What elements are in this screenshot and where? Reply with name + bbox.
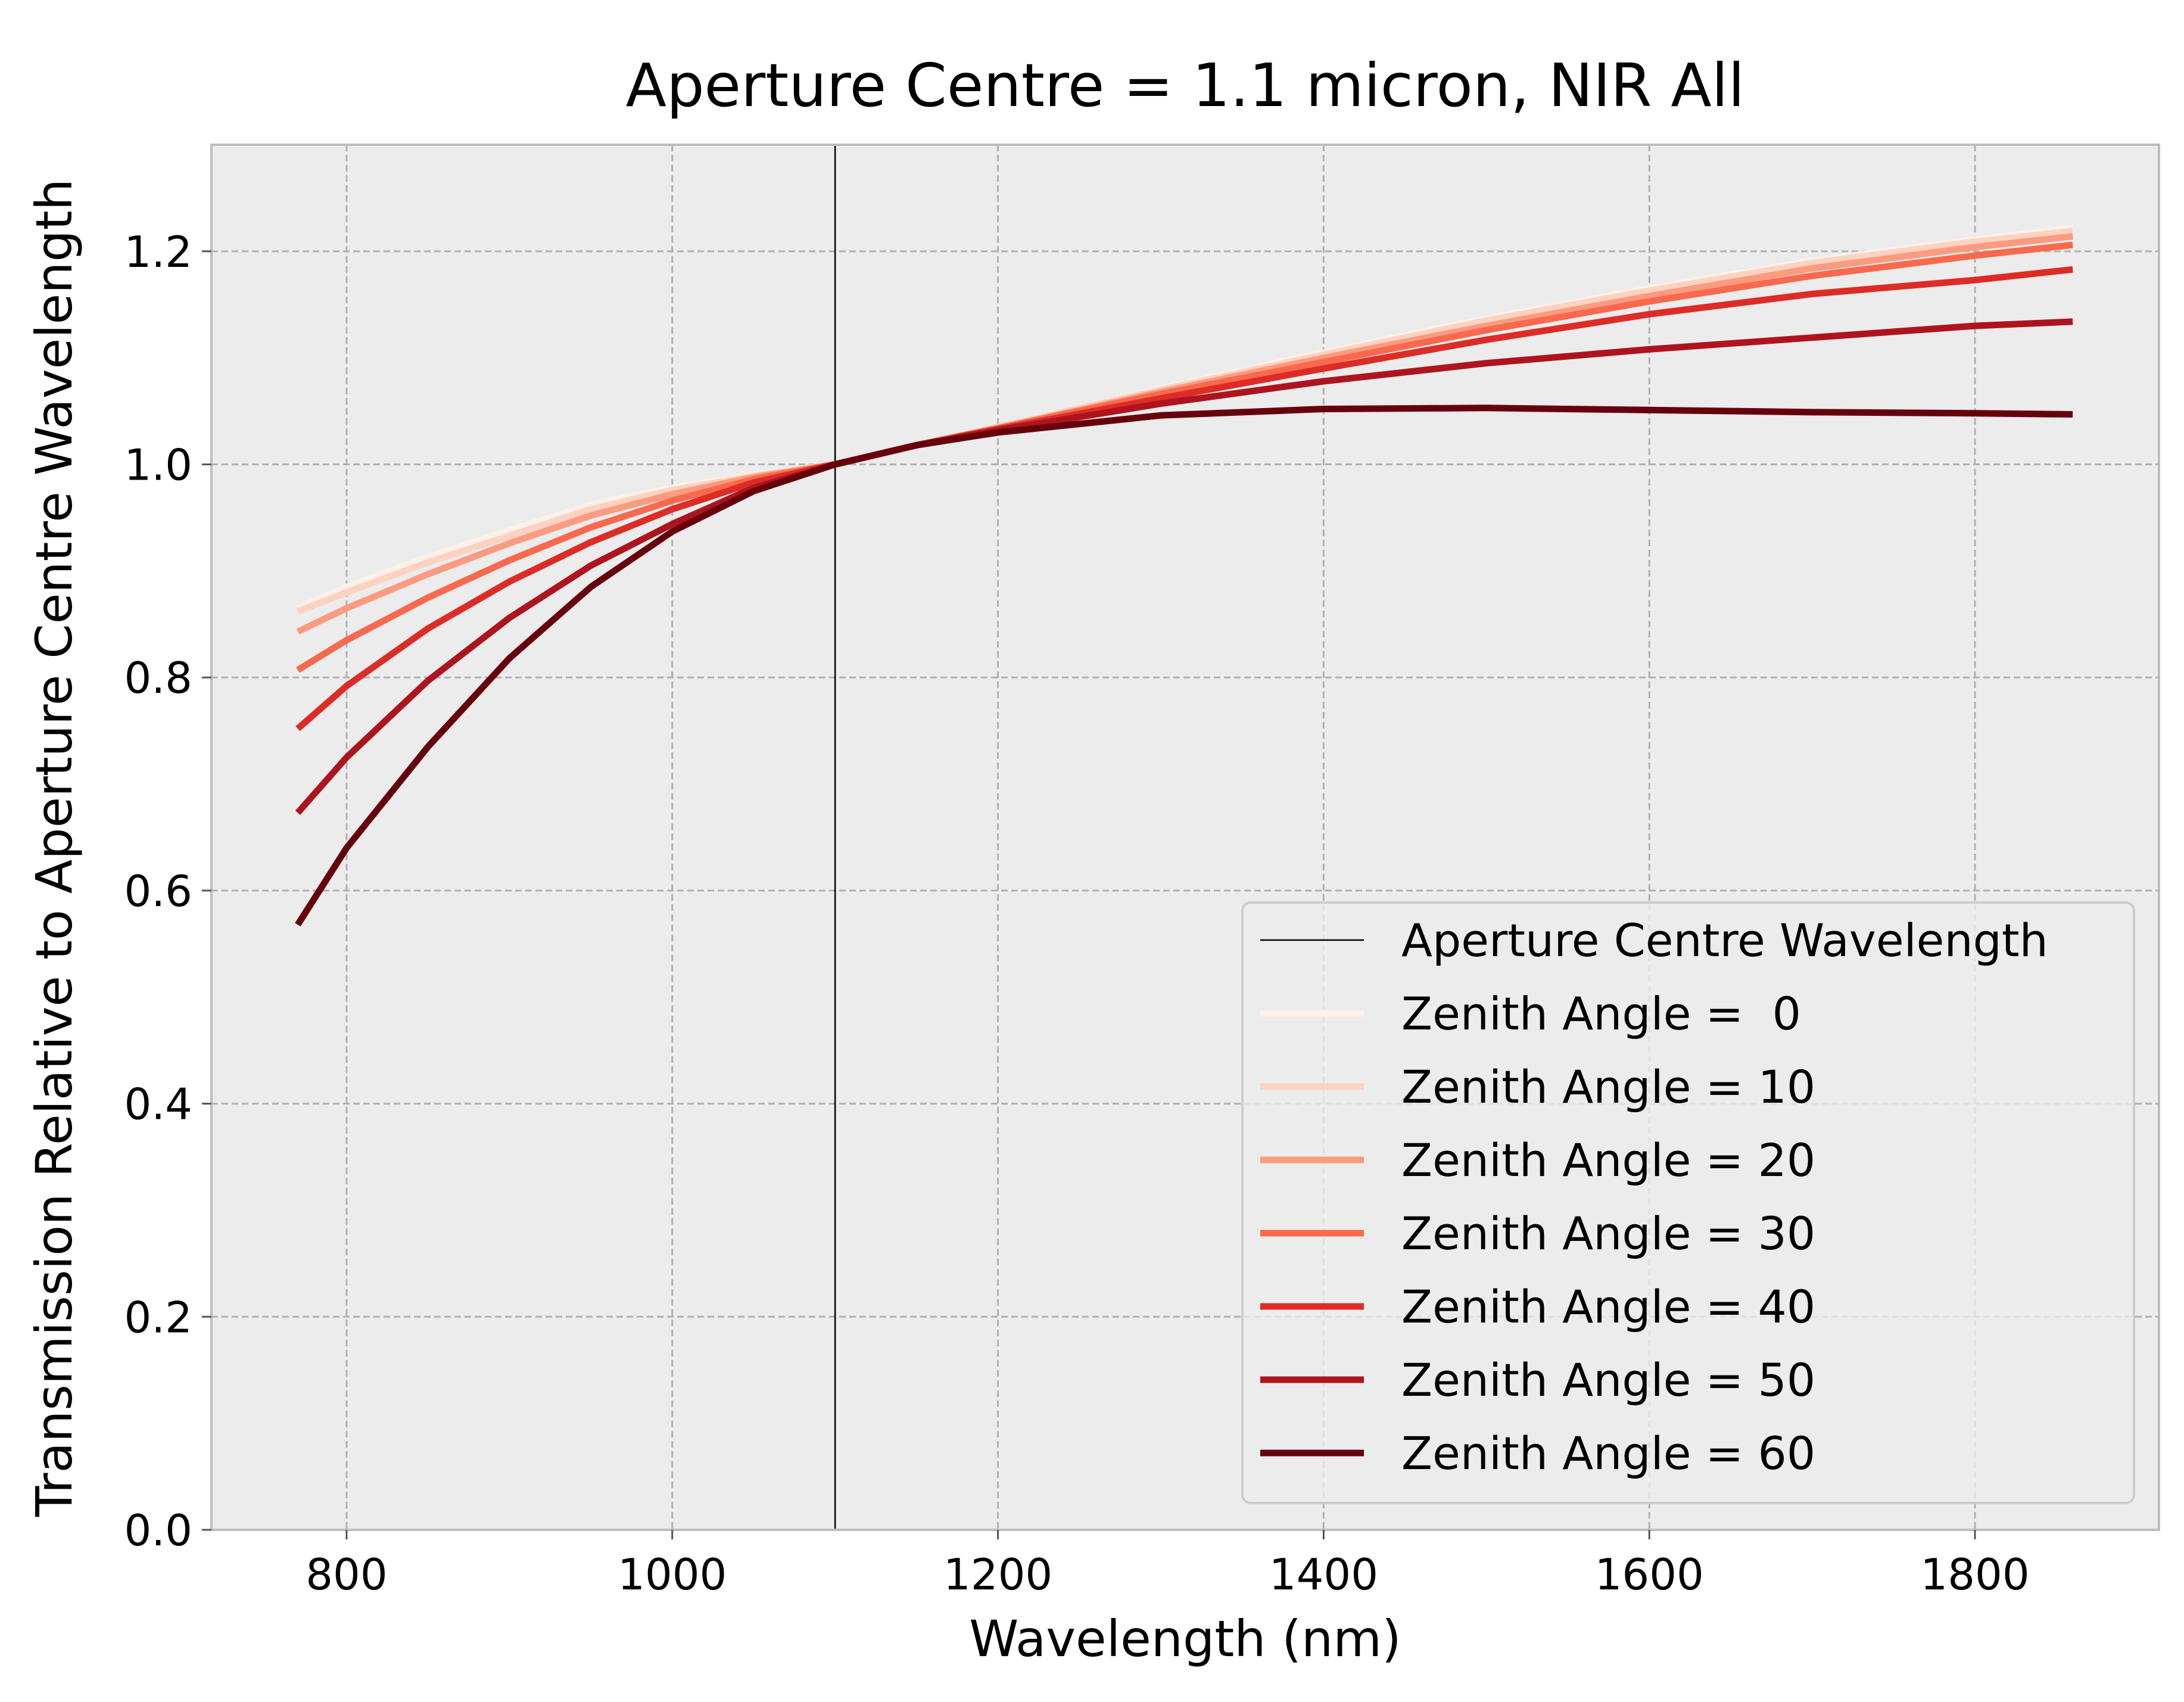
legend-label-zenith-10: Zenith Angle = 10	[1401, 1060, 1815, 1113]
y-tick-label: 0.4	[124, 1079, 192, 1130]
legend-label-zenith-50: Zenith Angle = 50	[1401, 1353, 1815, 1407]
legend: Aperture Centre Wavelength Zenith Angle =…	[1241, 901, 2135, 1504]
legend-label-zenith-20: Zenith Angle = 20	[1401, 1134, 1815, 1187]
y-tick-label: 0.6	[124, 866, 192, 916]
y-tick-label: 0.8	[124, 653, 192, 703]
series-line-zenith-60	[295, 405, 2073, 927]
legend-box	[1241, 901, 2135, 1504]
plot-frame	[210, 144, 2160, 1531]
legend-label-zenith-60: Zenith Angle = 60	[1401, 1427, 1815, 1480]
legend-label-zenith-30: Zenith Angle = 30	[1401, 1207, 1815, 1260]
y-axis-label: Transmission Relative to Aperture Centre…	[25, 179, 83, 1517]
x-tick-label: 1400	[1269, 1549, 1378, 1600]
legend-label-aperture-centre: Aperture Centre Wavelength	[1401, 914, 2048, 967]
x-tick-label: 1600	[1595, 1549, 1704, 1600]
x-tick-label: 800	[306, 1549, 387, 1600]
y-tick-label: 1.0	[124, 440, 192, 490]
x-tick-label: 1800	[1920, 1549, 2029, 1600]
y-tick-label: 1.2	[124, 227, 192, 277]
legend-label-zenith-0: Zenith Angle = 0	[1401, 987, 1801, 1040]
legend-label-zenith-40: Zenith Angle = 40	[1401, 1280, 1815, 1333]
x-axis-label: Wavelength (nm)	[969, 1610, 1401, 1668]
chart-title: Aperture Centre = 1.1 micron, NIR All	[626, 51, 1745, 120]
x-tick-label: 1200	[943, 1549, 1052, 1600]
y-tick-label: 0.2	[124, 1292, 192, 1342]
x-tick-label: 1000	[618, 1549, 727, 1600]
axis-ticks: 800 1000 1200 1400 1600 1800 0.0 0.2 0.4 0.6 0.8 1.…	[124, 227, 2029, 1600]
series-layer	[295, 225, 2073, 927]
y-tick-label: 0.0	[124, 1505, 192, 1555]
